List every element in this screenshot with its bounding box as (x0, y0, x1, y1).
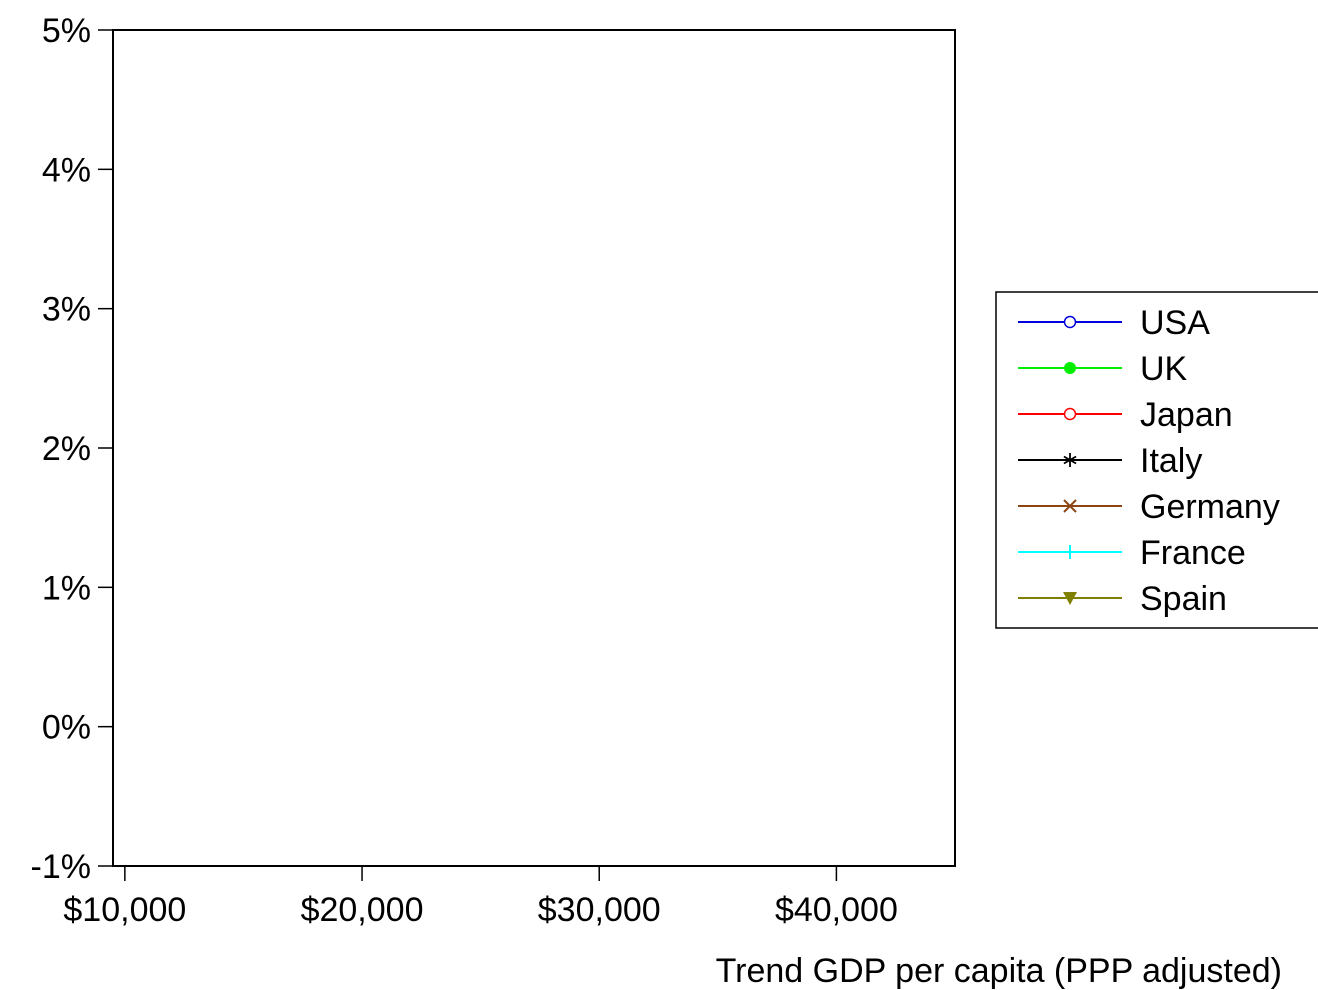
y-tick-label: 3% (42, 291, 91, 329)
legend-label: Japan (1140, 396, 1233, 434)
plot-area (112, 29, 956, 867)
legend-entry-spain: Spain (1018, 580, 1227, 618)
legend-label: France (1140, 534, 1246, 572)
legend-label: Italy (1140, 442, 1202, 480)
legend-marker (1063, 499, 1077, 513)
y-axis: -1% 0% 1% 2% 3% 4% 5% (31, 12, 113, 886)
legend-entry-italy: Italy (1018, 442, 1202, 480)
x-tick-label: $20,000 (301, 891, 424, 929)
y-tick-label: 2% (42, 430, 91, 468)
legend-entry-germany: Germany (1018, 488, 1280, 526)
x-tick-label: $30,000 (538, 891, 661, 929)
legend-entry-japan: Japan (1018, 396, 1233, 434)
legend-label: Germany (1140, 488, 1280, 526)
x-axis-title: Trend GDP per capita (PPP adjusted) (716, 952, 1282, 990)
legend-marker (1063, 592, 1077, 605)
legend-marker (1063, 453, 1077, 467)
y-tick-label: 1% (42, 569, 91, 607)
legend-label: Spain (1140, 580, 1227, 618)
y-tick-label: 4% (42, 151, 91, 189)
legend: USA UK Japan Italy Germany France Spain (995, 291, 1318, 629)
legend-label: UK (1140, 350, 1188, 388)
x-axis: $10,000 $20,000 $30,000 $40,000 (63, 866, 898, 929)
x-tick-label: $10,000 (63, 891, 186, 929)
legend-marker (1064, 362, 1076, 374)
y-tick-label: 5% (42, 12, 91, 50)
legend-entry-usa: USA (1018, 304, 1210, 342)
y-tick-label: -1% (31, 848, 91, 886)
legend-label: USA (1140, 304, 1210, 342)
legend-entry-france: France (1018, 534, 1246, 572)
y-tick-label: 0% (42, 709, 91, 747)
legend-marker (1063, 315, 1077, 329)
legend-entry-uk: UK (1018, 350, 1188, 388)
legend-marker (1063, 407, 1077, 421)
x-tick-label: $40,000 (775, 891, 898, 929)
